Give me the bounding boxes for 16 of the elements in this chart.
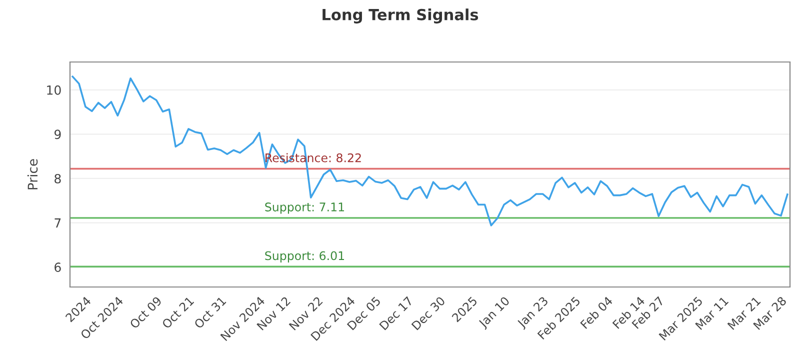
x-tick-label: Jan 10 <box>478 296 512 330</box>
y-tick-label: 6 <box>54 262 61 272</box>
y-tick-label: 8 <box>54 174 61 184</box>
x-tick-label: Dec 30 <box>411 296 446 330</box>
ref-line-label: Support: 6.01 <box>265 251 344 262</box>
line-series <box>72 76 788 226</box>
chart-title: Long Term Signals <box>322 8 478 24</box>
y-tick-label: 7 <box>54 218 61 228</box>
y-tick-label: 10 <box>47 85 61 95</box>
x-tick-label: Oct 31 <box>194 296 226 330</box>
x-tick-label: Oct 09 <box>129 296 162 330</box>
y-tick-label: 9 <box>54 130 61 140</box>
x-tick-label: Oct 21 <box>161 296 194 330</box>
x-tick-label: Feb 04 <box>580 296 614 330</box>
ref-line-label: Support: 7.11 <box>265 202 344 214</box>
y-axis-title: Price <box>27 159 38 190</box>
